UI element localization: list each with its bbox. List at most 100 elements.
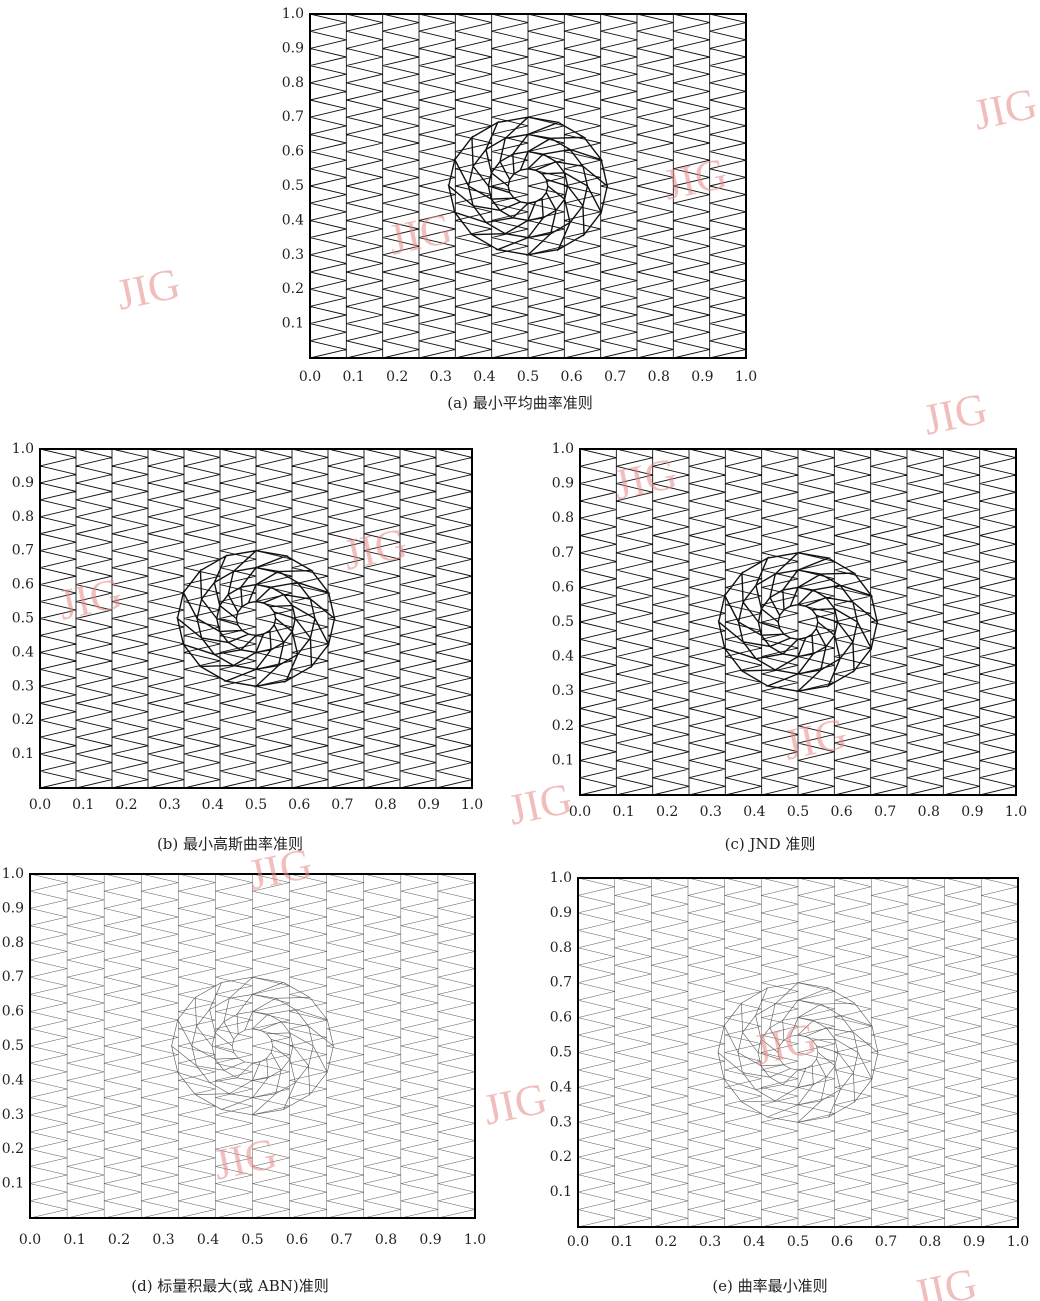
x-tick-label: 0.1: [63, 1232, 85, 1248]
x-tick-label: 0.4: [202, 797, 224, 813]
x-tick-label: 0.2: [115, 797, 137, 813]
x-tick-label: 0.5: [241, 1232, 263, 1248]
y-tick-label: 0.7: [12, 543, 34, 559]
x-tick-label: 0.5: [787, 1234, 809, 1250]
x-tick-label: 1.0: [735, 369, 757, 385]
watermark: JIG: [209, 1129, 281, 1190]
y-tick-label: 0.2: [2, 1141, 24, 1157]
page: 0.0 0.1 0.2 0.3 0.4 0.5 0.6 0.7 0.8 0.9 1.0 0.1 0.2 0…: [0, 0, 1040, 1301]
watermark: JIG: [384, 204, 456, 265]
y-tick-label: 0.4: [552, 649, 574, 665]
y-tick-label: 0.5: [550, 1045, 572, 1061]
x-tick-label: 0.9: [419, 1232, 441, 1248]
watermark: JIG: [504, 774, 576, 835]
x-tick-label: 0.0: [29, 797, 51, 813]
x-tick-label: 0.8: [918, 804, 940, 820]
y-tick-label: 1.0: [282, 6, 304, 22]
y-tick-label: 0.1: [550, 1184, 572, 1200]
y-tick-label: 1.0: [12, 441, 34, 457]
mesh-panel: 0.0 0.1 0.2 0.3 0.4 0.5 0.6 0.7 0.8 0.9 1.0 0.1 0.2 0…: [550, 870, 1029, 1295]
y-tick-label: 1.0: [550, 870, 572, 886]
y-tick-label: 0.5: [2, 1038, 24, 1054]
y-tick-label: 0.6: [552, 579, 574, 595]
y-tick-label: 1.0: [2, 866, 24, 882]
x-tick-label: 0.6: [831, 1234, 853, 1250]
y-tick-label: 0.7: [552, 545, 574, 561]
x-tick-label: 0.7: [331, 797, 353, 813]
y-tick-label: 0.7: [550, 975, 572, 991]
x-tick-label: 1.0: [1007, 1234, 1029, 1250]
y-tick-label: 0.4: [2, 1072, 24, 1088]
mesh-panel: 0.00.10.20.30.40.50.60.70.80.91.00.10.20…: [282, 6, 757, 412]
watermark: JIG: [479, 1074, 551, 1135]
y-tick-label: 0.8: [552, 510, 574, 526]
y-tick-label: 0.6: [2, 1004, 24, 1020]
x-tick-label: 0.3: [700, 804, 722, 820]
x-tick-label: 1.0: [464, 1232, 486, 1248]
x-tick-label: 0.1: [611, 1234, 633, 1250]
x-tick-label: 0.2: [655, 1234, 677, 1250]
y-tick-label: 0.3: [282, 247, 304, 263]
x-tick-label: 0.0: [299, 369, 321, 385]
y-tick-label: 0.9: [2, 900, 24, 916]
x-tick-label: 0.4: [197, 1232, 219, 1248]
y-tick-label: 0.3: [2, 1107, 24, 1123]
y-tick-label: 0.5: [12, 611, 34, 627]
y-tick-label: 0.1: [552, 752, 574, 768]
y-tick-label: 0.2: [550, 1149, 572, 1165]
x-tick-label: 0.3: [699, 1234, 721, 1250]
y-tick-label: 0.7: [282, 109, 304, 125]
y-tick-label: 0.9: [12, 475, 34, 491]
watermark: JIG: [339, 519, 411, 580]
watermark: JIG: [112, 259, 184, 320]
y-tick-label: 0.2: [282, 281, 304, 297]
x-tick-label: 0.8: [919, 1234, 941, 1250]
x-tick-label: 0.5: [787, 804, 809, 820]
x-tick-label: 0.9: [691, 369, 713, 385]
x-tick-label: 0.4: [473, 369, 495, 385]
caption: (e) 曲率最小准则: [712, 1277, 827, 1295]
x-tick-label: 0.6: [288, 797, 310, 813]
y-tick-label: 0.2: [12, 712, 34, 728]
watermark: JIG: [779, 709, 851, 770]
y-tick-label: 0.8: [282, 75, 304, 91]
y-tick-label: 0.9: [282, 40, 304, 56]
x-tick-label: 1.0: [461, 797, 483, 813]
x-tick-label: 0.9: [961, 804, 983, 820]
x-tick-label: 0.1: [342, 369, 364, 385]
x-tick-label: 0.7: [874, 804, 896, 820]
x-tick-label: 0.4: [743, 804, 765, 820]
x-tick-label: 0.7: [604, 369, 626, 385]
x-tick-label: 0.3: [158, 797, 180, 813]
watermark: JIG: [919, 384, 991, 445]
y-tick-label: 1.0: [552, 441, 574, 457]
x-tick-label: 0.6: [830, 804, 852, 820]
watermark: JIG: [909, 1259, 981, 1301]
y-tick-label: 0.6: [12, 577, 34, 593]
x-tick-label: 0.1: [612, 804, 634, 820]
caption: (a) 最小平均曲率准则: [447, 394, 592, 412]
y-tick-label: 0.2: [552, 718, 574, 734]
x-tick-label: 0.1: [72, 797, 94, 813]
y-tick-label: 0.1: [282, 316, 304, 332]
x-tick-label: 0.7: [875, 1234, 897, 1250]
x-tick-label: 0.5: [245, 797, 267, 813]
y-tick-label: 0.9: [550, 905, 572, 921]
x-tick-label: 0.2: [108, 1232, 130, 1248]
y-tick-label: 0.4: [550, 1079, 572, 1095]
y-tick-label: 0.6: [550, 1010, 572, 1026]
x-tick-label: 0.9: [963, 1234, 985, 1250]
x-tick-label: 0.2: [656, 804, 678, 820]
y-tick-label: 0.8: [550, 940, 572, 956]
x-tick-label: 0.5: [517, 369, 539, 385]
x-tick-label: 0.2: [386, 369, 408, 385]
x-tick-label: 0.0: [567, 1234, 589, 1250]
y-tick-label: 0.3: [550, 1114, 572, 1130]
x-tick-label: 0.8: [648, 369, 670, 385]
y-tick-label: 0.8: [12, 509, 34, 525]
x-tick-label: 0.9: [418, 797, 440, 813]
x-tick-label: 1.0: [1005, 804, 1027, 820]
y-tick-label: 0.5: [282, 178, 304, 194]
